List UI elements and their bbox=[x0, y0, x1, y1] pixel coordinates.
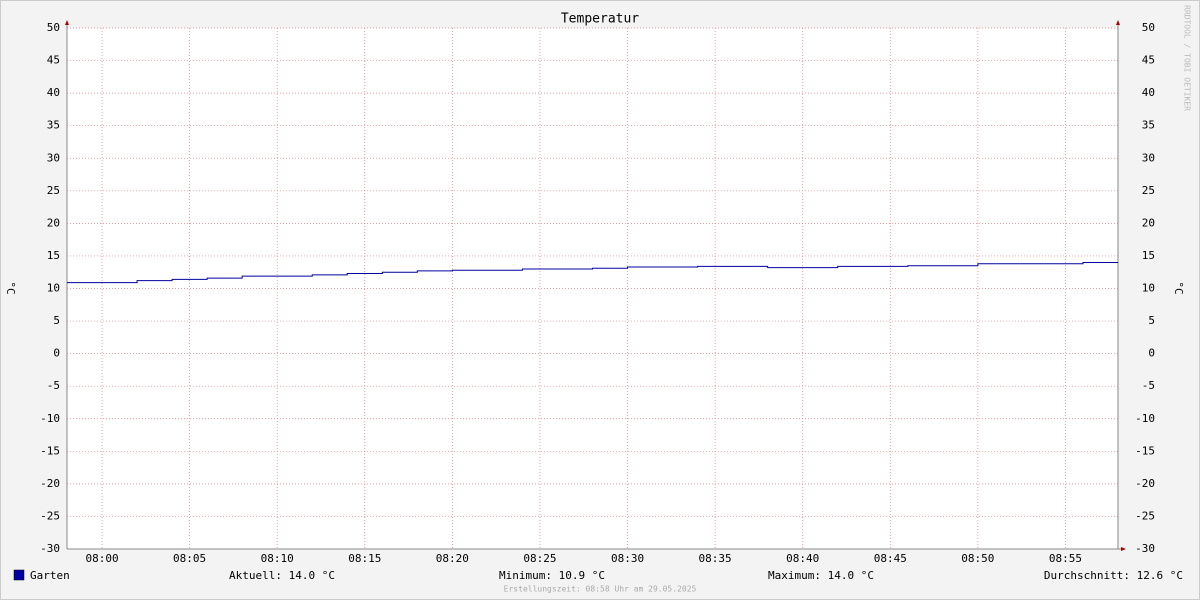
y2-tick-label: 50 bbox=[1142, 21, 1155, 34]
x-tick-label: 08:15 bbox=[348, 552, 381, 565]
y2-tick-label: 20 bbox=[1142, 216, 1155, 229]
y-tick-label: 5 bbox=[53, 314, 60, 327]
chart-title: Temperatur bbox=[561, 12, 639, 27]
x-tick-label: 08:25 bbox=[523, 552, 556, 565]
x-tick-label: 08:00 bbox=[85, 552, 118, 565]
series-line bbox=[67, 261, 1118, 284]
y-tick-label: -10 bbox=[40, 412, 60, 425]
y-axis-label: °C bbox=[4, 281, 17, 294]
y2-tick-label: 35 bbox=[1142, 119, 1155, 132]
y-tick-label: 0 bbox=[53, 347, 60, 360]
y2-tick-label: -30 bbox=[1135, 542, 1155, 555]
axis-arrow bbox=[65, 20, 69, 25]
x-tick-label: 08:35 bbox=[699, 552, 732, 565]
y2-tick-label: -10 bbox=[1135, 412, 1155, 425]
x-tick-label: 08:30 bbox=[611, 552, 644, 565]
y2-tick-label: -5 bbox=[1142, 379, 1155, 392]
x-tick-label: 08:05 bbox=[173, 552, 206, 565]
y-tick-label: 15 bbox=[47, 249, 60, 262]
y-tick-label: 25 bbox=[47, 184, 60, 197]
y2-tick-label: 45 bbox=[1142, 54, 1155, 67]
y2-tick-label: 5 bbox=[1148, 314, 1155, 327]
y2-tick-label: 10 bbox=[1142, 282, 1155, 295]
y2-tick-label: 15 bbox=[1142, 249, 1155, 262]
y2-tick-label: 0 bbox=[1148, 347, 1155, 360]
x-tick-label: 08:20 bbox=[436, 552, 469, 565]
x-tick-label: 08:55 bbox=[1049, 552, 1082, 565]
y-tick-label: 40 bbox=[47, 86, 60, 99]
legend-swatch bbox=[13, 569, 25, 581]
y-tick-label: 35 bbox=[47, 119, 60, 132]
x-tick-label: 08:45 bbox=[874, 552, 907, 565]
y2-tick-label: 30 bbox=[1142, 151, 1155, 164]
y2-tick-label: 25 bbox=[1142, 184, 1155, 197]
stat-max: Maximum: 14.0 °C bbox=[768, 569, 874, 582]
y-tick-label: -5 bbox=[47, 379, 60, 392]
y-tick-label: 45 bbox=[47, 54, 60, 67]
y-tick-label: 20 bbox=[47, 216, 60, 229]
watermark: RRDTOOL / TOBI OETIKER bbox=[1183, 5, 1192, 111]
y2-tick-label: -15 bbox=[1135, 444, 1155, 457]
y-tick-label: 10 bbox=[47, 282, 60, 295]
y-tick-label: 50 bbox=[47, 21, 60, 34]
axis-arrow bbox=[1121, 547, 1126, 551]
footer: Erstellungszeit: 08:58 Uhr am 29.05.2025 bbox=[504, 585, 697, 594]
x-tick-label: 08:40 bbox=[786, 552, 819, 565]
stat-avg: Durchschnitt: 12.6 °C bbox=[1044, 569, 1183, 582]
x-tick-label: 08:50 bbox=[961, 552, 994, 565]
y2-tick-label: -20 bbox=[1135, 477, 1155, 490]
x-tick-label: 08:10 bbox=[261, 552, 294, 565]
stat-current: Aktuell: 14.0 °C bbox=[229, 569, 335, 582]
y-tick-label: 30 bbox=[47, 151, 60, 164]
y2-tick-label: 40 bbox=[1142, 86, 1155, 99]
y-tick-label: -25 bbox=[40, 509, 60, 522]
stat-min: Minimum: 10.9 °C bbox=[499, 569, 605, 582]
y2-axis-label: °C bbox=[1172, 281, 1185, 294]
y-tick-label: -30 bbox=[40, 542, 60, 555]
y2-tick-label: -25 bbox=[1135, 509, 1155, 522]
y-tick-label: -15 bbox=[40, 444, 60, 457]
legend-label: Garten bbox=[30, 569, 70, 582]
y-tick-label: -20 bbox=[40, 477, 60, 490]
axis-arrow bbox=[1116, 20, 1120, 25]
